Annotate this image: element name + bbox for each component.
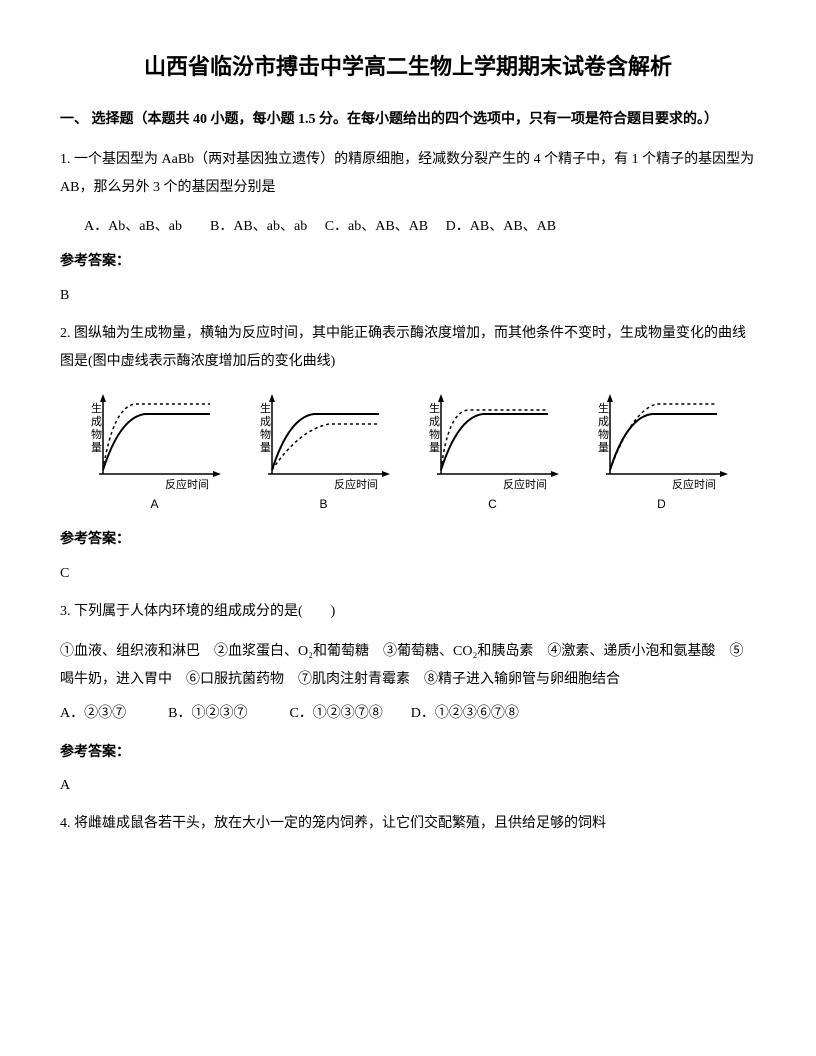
svg-text:反应时间: 反应时间 <box>165 477 209 491</box>
question-3-items: ①血液、组织液和淋巴 ②血浆蛋白、O₂和葡萄糖 ③葡萄糖、CO₂和胰岛素 ④激素… <box>60 638 756 694</box>
chart-label: B <box>319 494 327 516</box>
question-3-answer-label: 参考答案： <box>60 740 756 765</box>
question-1-options: A．Ab、aB、ab B．AB、ab、ab C．ab、AB、AB D．AB、AB… <box>60 214 756 239</box>
chart-row: 生成物量反应时间A生成物量反应时间B生成物量反应时间C生成物量反应时间D <box>60 392 756 516</box>
question-3-text: 3. 下列属于人体内环境的组成成分的是( ) <box>60 598 756 626</box>
svg-text:反应时间: 反应时间 <box>503 477 547 491</box>
question-4-text: 4. 将雌雄成鼠各若干头，放在大小一定的笼内饲养，让它们交配繁殖，且供给足够的饲… <box>60 810 756 838</box>
chart-label: A <box>150 494 158 516</box>
section-heading: 一、 选择题（本题共 40 小题，每小题 1.5 分。在每小题给出的四个选项中，… <box>60 107 756 132</box>
svg-text:生成物量: 生成物量 <box>91 401 102 454</box>
chart-panel-b: 生成物量反应时间B <box>254 392 394 516</box>
chart-svg: 生成物量反应时间 <box>254 392 394 492</box>
svg-text:生成物量: 生成物量 <box>429 401 440 454</box>
svg-text:生成物量: 生成物量 <box>598 401 609 454</box>
svg-text:反应时间: 反应时间 <box>334 477 378 491</box>
svg-text:生成物量: 生成物量 <box>260 401 271 454</box>
chart-svg: 生成物量反应时间 <box>592 392 732 492</box>
chart-panel-a: 生成物量反应时间A <box>85 392 225 516</box>
chart-panel-c: 生成物量反应时间C <box>423 392 563 516</box>
question-2-answer-label: 参考答案： <box>60 527 756 552</box>
question-1-answer: B <box>60 283 756 308</box>
chart-panel-d: 生成物量反应时间D <box>592 392 732 516</box>
chart-svg: 生成物量反应时间 <box>85 392 225 492</box>
question-2-text: 2. 图纵轴为生成物量，横轴为反应时间，其中能正确表示酶浓度增加，而其他条件不变… <box>60 320 756 376</box>
question-2-answer: C <box>60 561 756 586</box>
svg-text:反应时间: 反应时间 <box>672 477 716 491</box>
question-3-answer: A <box>60 773 756 798</box>
question-3-options: A．②③⑦ B．①②③⑦ C．①②③⑦⑧ D．①②③⑥⑦⑧ <box>60 700 756 728</box>
question-1-answer-label: 参考答案： <box>60 249 756 274</box>
chart-svg: 生成物量反应时间 <box>423 392 563 492</box>
chart-label: C <box>488 494 497 516</box>
question-1-text: 1. 一个基因型为 AaBb（两对基因独立遗传）的精原细胞，经减数分裂产生的 4… <box>60 146 756 202</box>
chart-label: D <box>657 494 666 516</box>
page-title: 山西省临汾市搏击中学高二生物上学期期末试卷含解析 <box>60 50 756 83</box>
